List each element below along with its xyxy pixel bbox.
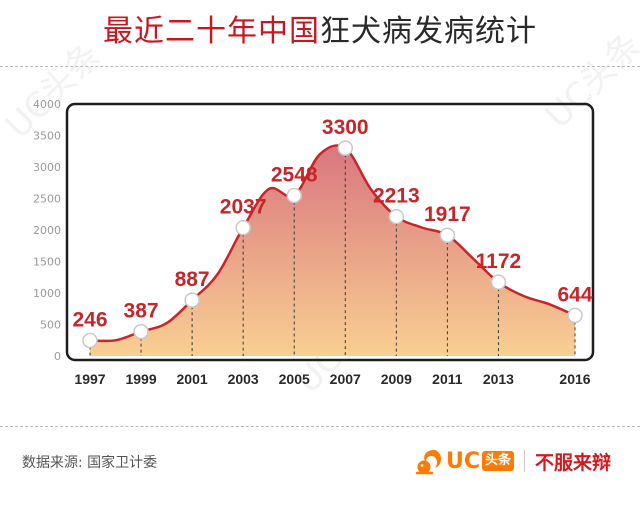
data-label: 1917 <box>424 203 471 226</box>
data-point <box>184 292 200 308</box>
title-part-1: 最近二十年中国 <box>103 14 320 49</box>
data-point <box>82 332 98 349</box>
y-axis-ticks: 0 500 1000 1500 2000 2500 3000 3500 4000 <box>33 98 61 363</box>
y-tick-label: 3000 <box>33 161 61 174</box>
drop-lines <box>89 148 576 356</box>
data-point <box>235 219 251 236</box>
brand-slogan: 不服来辩 <box>535 451 612 474</box>
data-point <box>439 227 456 243</box>
data-point <box>133 323 149 340</box>
title-part-2: 狂犬病发病统计 <box>320 14 537 49</box>
squirrel-icon <box>415 450 441 475</box>
watermark-text: UC头条 <box>538 26 640 137</box>
data-point <box>337 140 354 156</box>
x-tick-label: 2013 <box>483 371 514 387</box>
x-tick-label: 1997 <box>74 371 105 387</box>
data-point <box>490 274 507 290</box>
brand-name: UC <box>446 448 481 474</box>
y-tick-label: 2000 <box>33 224 61 237</box>
x-tick-label: 2016 <box>559 371 590 387</box>
data-label: 387 <box>124 300 159 323</box>
brand-separator <box>524 450 526 472</box>
y-tick-label: 1000 <box>33 287 61 300</box>
area-fill <box>90 145 575 356</box>
x-tick-label: 2009 <box>381 371 412 387</box>
x-tick-label: 1999 <box>125 371 156 387</box>
data-label: 1172 <box>476 250 522 273</box>
y-tick-label: 1500 <box>33 256 61 269</box>
data-label: 644 <box>557 283 592 306</box>
brand-logo-block: UC 头条 不服来辩 <box>413 446 611 476</box>
x-tick-label: 2001 <box>177 371 208 387</box>
data-point <box>388 208 405 225</box>
source-note: 数据来源: 国家卫计委 <box>22 455 158 471</box>
y-tick-label: 0 <box>54 350 61 363</box>
data-point <box>286 187 302 204</box>
data-label: 3300 <box>322 116 369 139</box>
data-label: 887 <box>175 268 210 291</box>
data-label: 2037 <box>220 196 267 219</box>
x-tick-label: 2003 <box>228 371 259 387</box>
chart-frame <box>65 102 595 362</box>
y-tick-label: 2500 <box>33 193 61 206</box>
x-tick-label: 2011 <box>432 371 463 387</box>
y-tick-label: 3500 <box>33 130 61 143</box>
x-tick-label: 2005 <box>279 371 310 387</box>
y-tick-label: 500 <box>40 319 61 332</box>
data-label: 2213 <box>373 185 420 208</box>
data-points <box>82 140 583 349</box>
data-label: 246 <box>72 309 107 332</box>
y-tick-label: 4000 <box>33 98 61 111</box>
data-point <box>567 307 583 324</box>
x-tick-label: 2007 <box>330 371 361 387</box>
data-label: 2548 <box>271 163 318 186</box>
top-divider <box>0 66 640 67</box>
chart-title: 最近二十年中国狂犬病发病统计 <box>0 10 640 54</box>
x-axis-ticks: 1997 1999 2001 2003 2005 2007 2009 2011 2013 2016 <box>74 371 590 387</box>
brand-tag: 头条 <box>482 451 515 471</box>
bottom-divider <box>0 426 640 427</box>
